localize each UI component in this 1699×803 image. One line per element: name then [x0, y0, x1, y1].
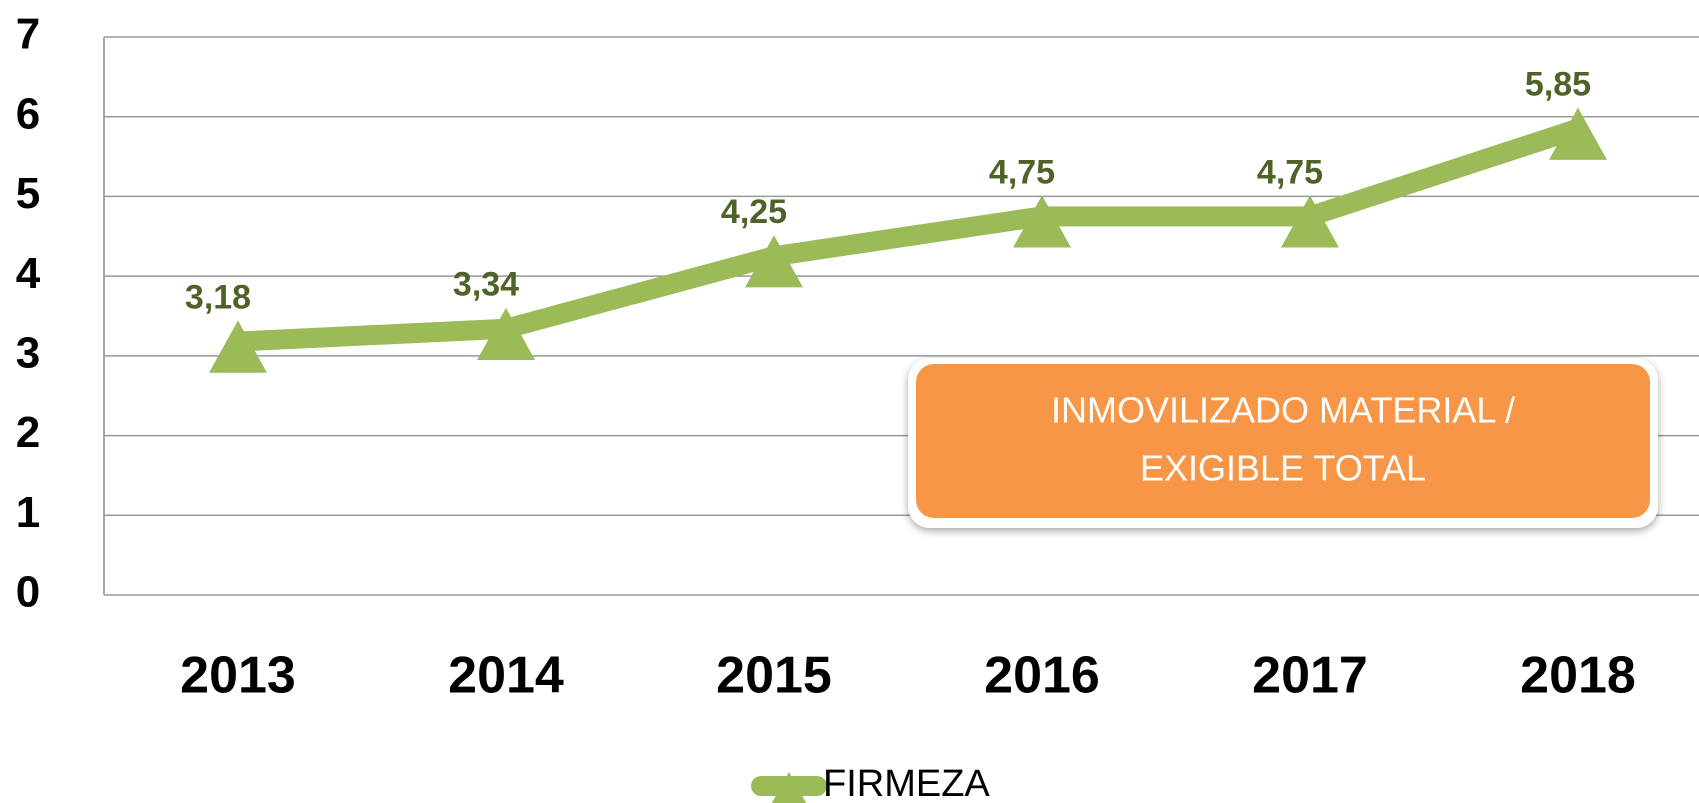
marker: [209, 320, 267, 373]
value-label: 4,75: [989, 153, 1055, 191]
x-tick-label: 2015: [716, 647, 832, 705]
marker: [1281, 195, 1339, 248]
value-label: 4,75: [1257, 153, 1323, 191]
x-tick-label: 2018: [1520, 647, 1636, 705]
marker: [477, 307, 535, 360]
annotation-box: INMOVILIZADO MATERIAL / EXIGIBLE TOTAL: [908, 358, 1658, 528]
legend-marker: [771, 772, 807, 803]
y-tick-label: 6: [16, 89, 40, 138]
value-label: 5,85: [1525, 66, 1591, 104]
value-label: 4,25: [721, 193, 787, 231]
y-tick-label: 5: [16, 169, 40, 218]
x-tick-label: 2013: [180, 647, 296, 705]
annotation-text: INMOVILIZADO MATERIAL /: [1051, 390, 1515, 431]
x-tick-label: 2016: [984, 647, 1100, 705]
marker: [1549, 107, 1607, 160]
y-tick-label: 0: [16, 568, 40, 617]
y-tick-label: 3: [16, 328, 40, 377]
annotation-fill: [916, 364, 1650, 518]
x-tick-label: 2014: [448, 647, 564, 705]
value-label: 3,18: [185, 278, 251, 316]
marker: [1013, 195, 1071, 248]
y-tick-label: 1: [16, 488, 40, 537]
x-tick-label: 2017: [1252, 647, 1368, 705]
y-tick-label: 4: [16, 249, 41, 298]
marker: [745, 235, 803, 288]
series-line: [237, 119, 1582, 352]
annotation-text: EXIGIBLE TOTAL: [1140, 448, 1426, 489]
y-tick-label: 2: [16, 408, 40, 457]
value-label: 3,34: [453, 266, 519, 304]
y-tick-label: 7: [16, 10, 40, 59]
legend-label: FIRMEZA: [823, 763, 990, 803]
